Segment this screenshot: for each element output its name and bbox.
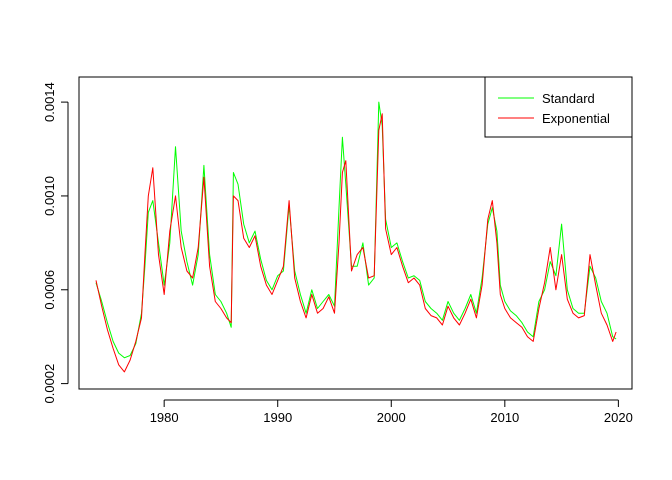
legend-label-exponential: Exponential [542,111,610,126]
x-tick-label: 2010 [490,410,519,425]
x-tick-label: 2020 [604,410,633,425]
y-tick-label: 0.0006 [42,270,57,310]
y-tick-label: 0.0010 [42,176,57,216]
series-line-standard [95,101,617,359]
x-tick-label: 1980 [150,410,179,425]
legend-label-standard: Standard [542,91,595,106]
y-tick-label: 0.0002 [42,364,57,404]
legend-box [484,76,633,138]
x-tick-label: 1990 [263,410,292,425]
series-layer [95,101,617,373]
series-line-exponential [95,113,617,373]
plot-frame [78,76,633,390]
legend: Standard Exponential [484,76,633,138]
x-axis: 1980 1990 2000 2010 2020 [150,399,633,425]
x-tick-label: 2000 [377,410,406,425]
y-tick-label: 0.0014 [42,82,57,122]
y-axis: 0.0002 0.0006 0.0010 0.0014 [42,82,69,404]
